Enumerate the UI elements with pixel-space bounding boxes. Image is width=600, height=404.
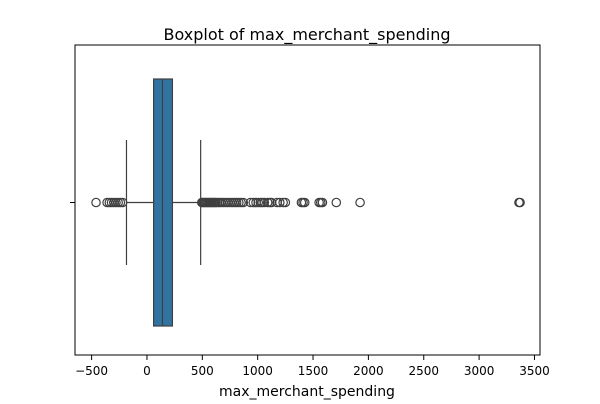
chart-title: Boxplot of max_merchant_spending: [163, 25, 450, 45]
outlier-point: [117, 197, 128, 208]
x-tick-label: 0: [143, 364, 151, 378]
outlier-point: [245, 197, 256, 208]
outlier-point: [259, 197, 270, 208]
x-tick-label: 1500: [298, 364, 329, 378]
outlier-point: [317, 197, 328, 208]
x-tick-label: 2500: [408, 364, 439, 378]
x-axis-label: max_merchant_spending: [219, 384, 395, 400]
outlier-point: [91, 197, 101, 208]
outlier-point: [275, 197, 285, 208]
x-tick-label: 2000: [353, 364, 384, 378]
outlier-point: [331, 197, 342, 208]
box-group: [153, 78, 174, 327]
outliers-group: [91, 197, 525, 208]
x-tick-label: −500: [75, 364, 108, 378]
plot-frame: [74, 44, 541, 356]
outlier-point: [238, 197, 249, 208]
outlier-point: [280, 197, 291, 208]
x-axis: −500 0 500 1000 1500 2000 2500 3000 3500: [75, 355, 550, 378]
outlier-point: [515, 197, 525, 208]
outlier-point: [355, 197, 365, 208]
x-tick-label: 3500: [519, 364, 550, 378]
outlier-point: [299, 197, 310, 208]
x-tick-label: 500: [191, 364, 214, 378]
x-tick-label: 3000: [464, 364, 495, 378]
x-tick-label: 1000: [242, 364, 273, 378]
